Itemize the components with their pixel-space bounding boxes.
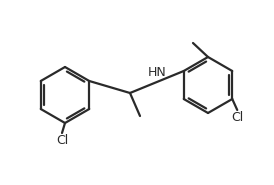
Text: HN: HN bbox=[147, 66, 166, 79]
Text: Cl: Cl bbox=[56, 134, 68, 147]
Text: Cl: Cl bbox=[231, 111, 243, 124]
